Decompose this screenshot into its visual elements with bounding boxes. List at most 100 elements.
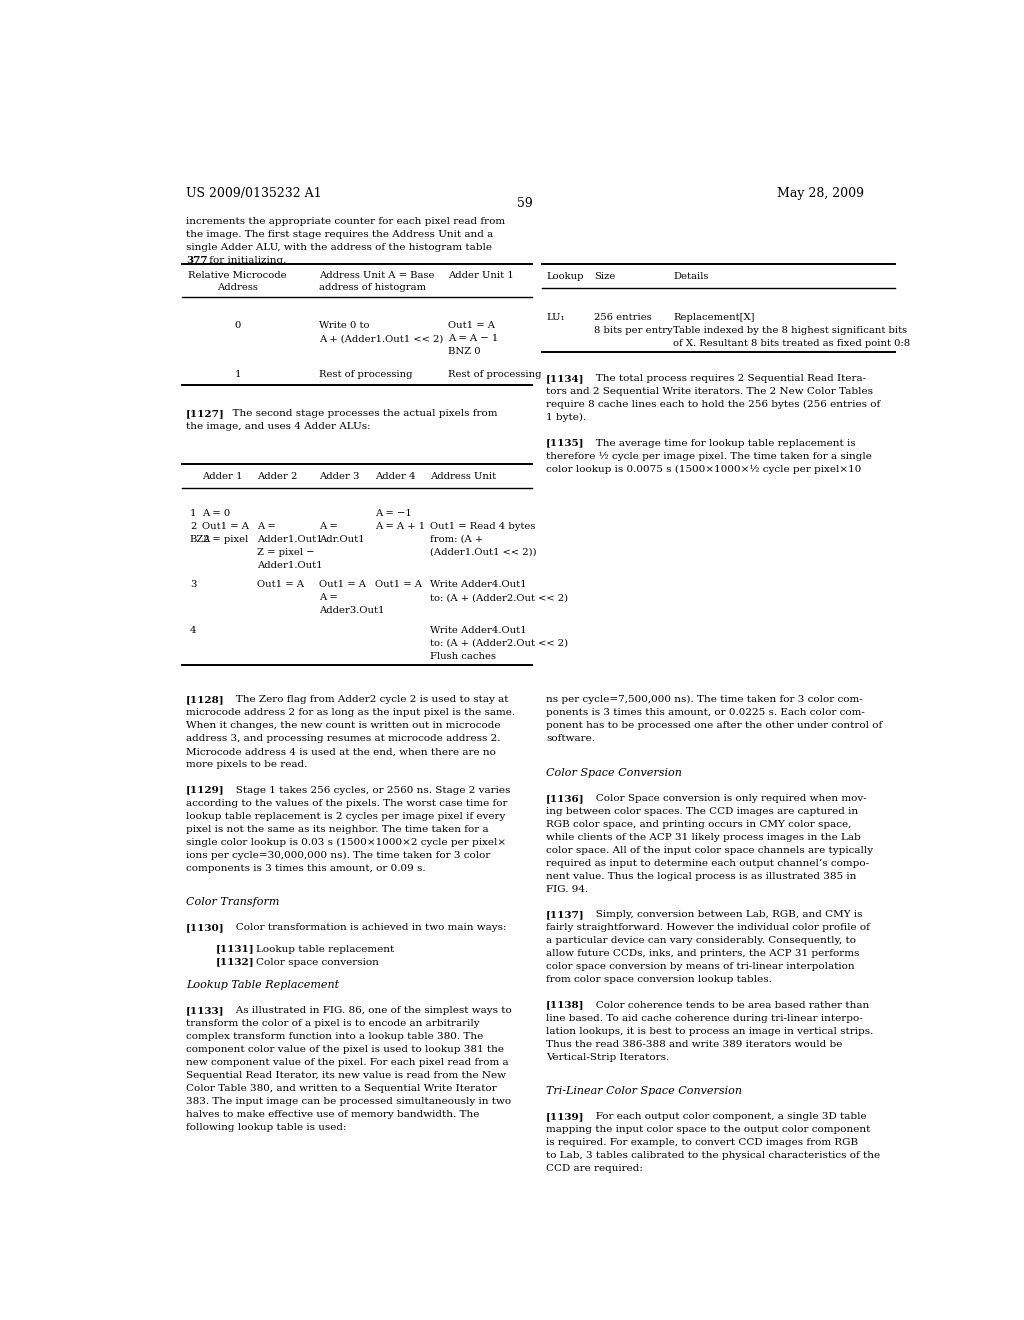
Text: according to the values of the pixels. The worst case time for: according to the values of the pixels. T…	[186, 799, 508, 808]
Text: required as input to determine each output channel’s compo-: required as input to determine each outp…	[546, 859, 869, 869]
Text: of X. Resultant 8 bits treated as fixed point 0:8: of X. Resultant 8 bits treated as fixed …	[673, 339, 910, 348]
Text: ponent has to be processed one after the other under control of: ponent has to be processed one after the…	[546, 721, 883, 730]
Text: from: (A +: from: (A +	[430, 535, 483, 544]
Text: Replacement[X]: Replacement[X]	[673, 313, 755, 322]
Text: lation lookups, it is best to process an image in vertical strips.: lation lookups, it is best to process an…	[546, 1027, 873, 1036]
Text: 377: 377	[186, 256, 208, 265]
Text: [1128]: [1128]	[186, 696, 224, 705]
Text: A =: A =	[319, 593, 338, 602]
Text: Microcode address 4 is used at the end, when there are no: Microcode address 4 is used at the end, …	[186, 747, 496, 756]
Text: May 28, 2009: May 28, 2009	[776, 187, 863, 199]
Text: Relative Microcode: Relative Microcode	[188, 271, 287, 280]
Text: Write Adder4.Out1: Write Adder4.Out1	[430, 581, 527, 589]
Text: address of histogram: address of histogram	[319, 284, 426, 293]
Text: nent value. Thus the logical process is as illustrated 385 in: nent value. Thus the logical process is …	[546, 873, 857, 882]
Text: RGB color space, and printing occurs in CMY color space,: RGB color space, and printing occurs in …	[546, 820, 852, 829]
Text: [1131]: [1131]	[216, 945, 255, 953]
Text: A = A + 1: A = A + 1	[375, 521, 425, 531]
Text: Write 0 to: Write 0 to	[319, 321, 370, 330]
Text: Out1 = A: Out1 = A	[319, 581, 367, 589]
Text: The Zero flag from Adder2 cycle 2 is used to stay at: The Zero flag from Adder2 cycle 2 is use…	[225, 696, 508, 705]
Text: Details: Details	[673, 272, 709, 281]
Text: [1127]: [1127]	[186, 409, 224, 418]
Text: Z = pixel −: Z = pixel −	[257, 548, 314, 557]
Text: ns per cycle=7,500,000 ns). The time taken for 3 color com-: ns per cycle=7,500,000 ns). The time tak…	[546, 696, 863, 705]
Text: Rest of processing: Rest of processing	[319, 371, 413, 379]
Text: new component value of the pixel. For each pixel read from a: new component value of the pixel. For ea…	[186, 1059, 509, 1068]
Text: Color Table 380, and written to a Sequential Write Iterator: Color Table 380, and written to a Sequen…	[186, 1085, 497, 1093]
Text: (Adder1.Out1 << 2)): (Adder1.Out1 << 2))	[430, 548, 537, 557]
Text: require 8 cache lines each to hold the 256 bytes (256 entries of: require 8 cache lines each to hold the 2…	[546, 400, 881, 409]
Text: transform the color of a pixel is to encode an arbitrarily: transform the color of a pixel is to enc…	[186, 1019, 479, 1028]
Text: Address: Address	[217, 284, 258, 293]
Text: following lookup table is used:: following lookup table is used:	[186, 1123, 346, 1133]
Text: Adder Unit 1: Adder Unit 1	[447, 271, 514, 280]
Text: [1134]: [1134]	[546, 375, 585, 383]
Text: single Adder ALU, with the address of the histogram table: single Adder ALU, with the address of th…	[186, 243, 492, 252]
Text: Out1 = A: Out1 = A	[375, 581, 422, 589]
Text: [1133]: [1133]	[186, 1006, 224, 1015]
Text: As illustrated in FIG. 86, one of the simplest ways to: As illustrated in FIG. 86, one of the si…	[225, 1006, 511, 1015]
Text: allow future CCDs, inks, and printers, the ACP 31 performs: allow future CCDs, inks, and printers, t…	[546, 949, 859, 958]
Text: fairly straightforward. However the individual color profile of: fairly straightforward. However the indi…	[546, 924, 870, 932]
Text: [1137]: [1137]	[546, 911, 585, 919]
Text: 383. The input image can be processed simultaneously in two: 383. The input image can be processed si…	[186, 1097, 511, 1106]
Text: CCD are required:: CCD are required:	[546, 1164, 643, 1173]
Text: The total process requires 2 Sequential Read Itera-: The total process requires 2 Sequential …	[586, 375, 866, 383]
Text: [1139]: [1139]	[546, 1113, 585, 1122]
Text: LU₁: LU₁	[546, 313, 564, 322]
Text: therefore ½ cycle per image pixel. The time taken for a single: therefore ½ cycle per image pixel. The t…	[546, 451, 872, 461]
Text: BNZ 0: BNZ 0	[447, 347, 480, 356]
Text: Address Unit: Address Unit	[430, 473, 497, 480]
Text: complex transform function into a lookup table 380. The: complex transform function into a lookup…	[186, 1032, 483, 1041]
Text: color space. All of the input color space channels are typically: color space. All of the input color spac…	[546, 846, 873, 855]
Text: to Lab, 3 tables calibrated to the physical characteristics of the: to Lab, 3 tables calibrated to the physi…	[546, 1151, 881, 1160]
Text: [1132]: [1132]	[216, 957, 255, 966]
Text: Color transformation is achieved in two main ways:: Color transformation is achieved in two …	[225, 924, 506, 932]
Text: Adder1.Out1: Adder1.Out1	[257, 561, 323, 570]
Text: address 3, and processing resumes at microcode address 2.: address 3, and processing resumes at mic…	[186, 734, 501, 743]
Text: color lookup is 0.0075 s (1500×1000×½ cycle per pixel×10: color lookup is 0.0075 s (1500×1000×½ cy…	[546, 465, 861, 474]
Text: 59: 59	[517, 197, 532, 210]
Text: microcode address 2 for as long as the input pixel is the same.: microcode address 2 for as long as the i…	[186, 709, 515, 717]
Text: [1129]: [1129]	[186, 785, 224, 795]
Text: single color lookup is 0.03 s (1500×1000×2 cycle per pixel×: single color lookup is 0.03 s (1500×1000…	[186, 838, 506, 846]
Text: components is 3 times this amount, or 0.09 s.: components is 3 times this amount, or 0.…	[186, 863, 426, 873]
Text: Color Transform: Color Transform	[186, 898, 280, 907]
Text: while clients of the ACP 31 likely process images in the Lab: while clients of the ACP 31 likely proce…	[546, 833, 861, 842]
Text: Stage 1 takes 256 cycles, or 2560 ns. Stage 2 varies: Stage 1 takes 256 cycles, or 2560 ns. St…	[225, 785, 510, 795]
Text: Lookup Table Replacement: Lookup Table Replacement	[186, 979, 339, 990]
Text: Out1 = A: Out1 = A	[257, 581, 304, 589]
Text: Color Space conversion is only required when mov-: Color Space conversion is only required …	[586, 795, 866, 803]
Text: ing between color spaces. The CCD images are captured in: ing between color spaces. The CCD images…	[546, 807, 858, 816]
Text: A = A − 1: A = A − 1	[447, 334, 498, 343]
Text: for initializing.: for initializing.	[206, 256, 287, 265]
Text: For each output color component, a single 3D table: For each output color component, a singl…	[586, 1113, 866, 1122]
Text: Color coherence tends to be area based rather than: Color coherence tends to be area based r…	[586, 1001, 869, 1010]
Text: software.: software.	[546, 734, 595, 743]
Text: Thus the read 386-388 and write 389 iterators would be: Thus the read 386-388 and write 389 iter…	[546, 1040, 843, 1048]
Text: [1135]: [1135]	[546, 438, 585, 447]
Text: Out1 = Read 4 bytes: Out1 = Read 4 bytes	[430, 521, 536, 531]
Text: lookup table replacement is 2 cycles per image pixel if every: lookup table replacement is 2 cycles per…	[186, 812, 505, 821]
Text: is required. For example, to convert CCD images from RGB: is required. For example, to convert CCD…	[546, 1138, 858, 1147]
Text: Flush caches: Flush caches	[430, 652, 497, 661]
Text: halves to make effective use of memory bandwidth. The: halves to make effective use of memory b…	[186, 1110, 479, 1119]
Text: Tri-Linear Color Space Conversion: Tri-Linear Color Space Conversion	[546, 1086, 742, 1096]
Text: ponents is 3 times this amount, or 0.0225 s. Each color com-: ponents is 3 times this amount, or 0.022…	[546, 709, 865, 717]
Text: a particular device can vary considerably. Consequently, to: a particular device can vary considerabl…	[546, 936, 856, 945]
Text: 1 byte).: 1 byte).	[546, 413, 587, 422]
Text: Out1 = A: Out1 = A	[202, 521, 249, 531]
Text: When it changes, the new count is written out in microcode: When it changes, the new count is writte…	[186, 721, 501, 730]
Text: more pixels to be read.: more pixels to be read.	[186, 760, 307, 770]
Text: Simply, conversion between Lab, RGB, and CMY is: Simply, conversion between Lab, RGB, and…	[586, 911, 862, 919]
Text: Rest of processing: Rest of processing	[447, 371, 542, 379]
Text: Adder 3: Adder 3	[319, 473, 359, 480]
Text: Address Unit A = Base: Address Unit A = Base	[319, 271, 435, 280]
Text: US 2009/0135232 A1: US 2009/0135232 A1	[186, 187, 322, 199]
Text: Adder 4: Adder 4	[375, 473, 416, 480]
Text: Adder3.Out1: Adder3.Out1	[319, 606, 385, 615]
Text: Color Space Conversion: Color Space Conversion	[546, 768, 682, 777]
Text: mapping the input color space to the output color component: mapping the input color space to the out…	[546, 1126, 870, 1134]
Text: [1138]: [1138]	[546, 1001, 585, 1010]
